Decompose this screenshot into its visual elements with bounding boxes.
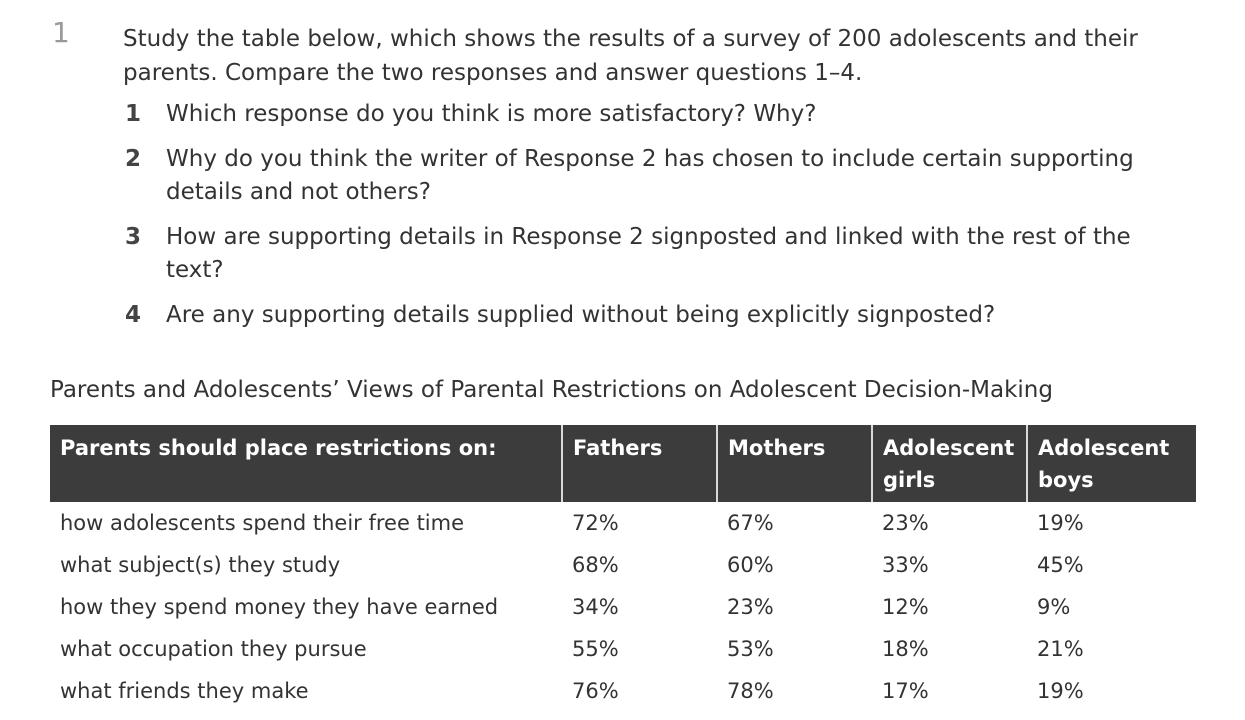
header-adolescent-girls: Adolescent girls <box>871 425 1027 502</box>
fathers-cell: 34% <box>572 595 619 619</box>
mothers-cell: 78% <box>727 679 774 703</box>
fathers-cell: 76% <box>572 679 619 703</box>
question-number: 3 <box>125 224 142 250</box>
header-mothers: Mothers <box>716 425 872 502</box>
boys-cell: 9% <box>1037 595 1071 619</box>
mothers-cell: 53% <box>727 637 774 661</box>
row-label: what occupation they pursue <box>60 637 367 661</box>
row-label: how they spend money they have earned <box>60 595 499 619</box>
exercise-instructions: Study the table below, which shows the r… <box>123 26 1138 86</box>
question-number: 4 <box>125 302 142 328</box>
table-row: what subject(s) they study 68% 60% 33% 4… <box>50 544 1196 586</box>
row-label: what subject(s) they study <box>60 553 341 577</box>
header-restrictions: Parents should place restrictions on: <box>50 425 562 502</box>
boys-cell: 45% <box>1037 553 1084 577</box>
fathers-cell: 68% <box>572 553 619 577</box>
question-item: 4 Are any supporting details supplied wi… <box>123 299 1183 332</box>
question-text: Are any supporting details supplied with… <box>166 302 996 328</box>
question-text: Which response do you think is more sati… <box>166 101 817 127</box>
question-text: Why do you think the writer of Response … <box>166 146 1134 205</box>
boys-cell: 19% <box>1037 511 1084 535</box>
fathers-cell: 55% <box>572 637 619 661</box>
girls-cell: 33% <box>882 553 929 577</box>
survey-table: Parents should place restrictions on: Fa… <box>50 425 1196 712</box>
mothers-cell: 67% <box>727 511 774 535</box>
boys-cell: 19% <box>1037 679 1084 703</box>
table-row: how they spend money they have earned 34… <box>50 586 1196 628</box>
row-label: what friends they make <box>60 679 309 703</box>
boys-cell: 21% <box>1037 637 1084 661</box>
question-item: 3 How are supporting details in Response… <box>123 221 1183 287</box>
question-item: 1 Which response do you think is more sa… <box>123 98 1183 131</box>
mothers-cell: 23% <box>727 595 774 619</box>
question-text: How are supporting details in Response 2… <box>166 224 1131 283</box>
girls-cell: 18% <box>882 637 929 661</box>
girls-cell: 12% <box>882 595 929 619</box>
header-fathers: Fathers <box>561 425 717 502</box>
question-number: 2 <box>125 146 142 172</box>
table-title: Parents and Adolescents’ Views of Parent… <box>50 377 1053 403</box>
mothers-cell: 60% <box>727 553 774 577</box>
row-label: how adolescents spend their free time <box>60 511 465 535</box>
table-row: what occupation they pursue 55% 53% 18% … <box>50 628 1196 670</box>
table-row: how adolescents spend their free time 72… <box>50 502 1196 544</box>
question-list: 1 Which response do you think is more sa… <box>123 98 1183 344</box>
girls-cell: 17% <box>882 679 929 703</box>
girls-cell: 23% <box>882 511 929 535</box>
fathers-cell: 72% <box>572 511 619 535</box>
exercise-number: 1 <box>52 16 70 49</box>
header-adolescent-boys: Adolescent boys <box>1026 425 1196 502</box>
table-row: what friends they make 76% 78% 17% 19% <box>50 670 1196 712</box>
table-header-row: Parents should place restrictions on: Fa… <box>50 425 1196 502</box>
question-item: 2 Why do you think the writer of Respons… <box>123 143 1183 209</box>
question-number: 1 <box>125 101 142 127</box>
